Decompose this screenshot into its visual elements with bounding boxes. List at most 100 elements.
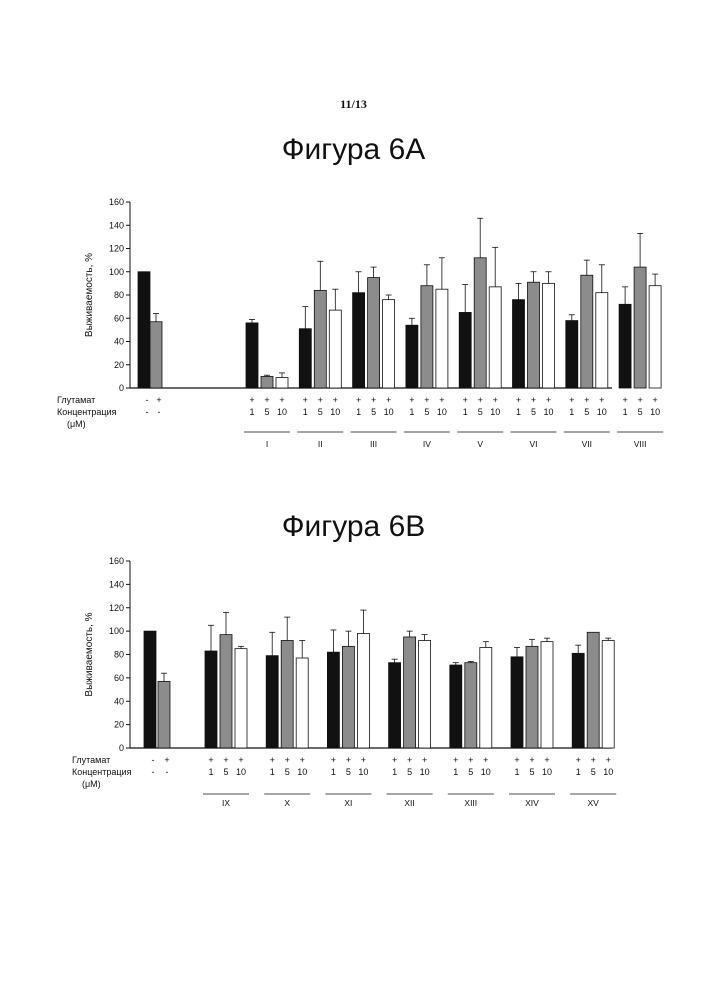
glutamate-sign: + [493, 395, 498, 405]
data-bar [435, 288, 449, 389]
concentration-value: 5 [591, 767, 596, 777]
y-tick-label: 100 [109, 626, 124, 636]
data-bar [341, 645, 355, 749]
y-tick-label: 40 [114, 696, 124, 706]
data-bar [633, 266, 647, 389]
data-bar [260, 375, 274, 389]
concentration-value: 5 [264, 407, 269, 417]
glutamate-sign: + [584, 395, 589, 405]
data-bar [510, 656, 524, 749]
data-bar [473, 257, 487, 389]
glutamate-sign: + [516, 395, 521, 405]
data-bar [403, 636, 417, 749]
concentration-sign: - [146, 407, 149, 417]
glutamate-sign: + [483, 755, 488, 765]
concentration-value: 5 [529, 767, 534, 777]
glutamate-sign: + [249, 395, 254, 405]
concentration-value: 5 [407, 767, 412, 777]
glutamate-sign: + [331, 755, 336, 765]
concentration-value: 1 [623, 407, 628, 417]
y-tick-label: 60 [114, 313, 124, 323]
glutamate-sign: + [576, 755, 581, 765]
glutamate-sign: + [270, 755, 275, 765]
y-tick-label: 80 [114, 290, 124, 300]
concentration-value: 5 [318, 407, 323, 417]
row-label-glutamate: Глутамат [72, 755, 110, 765]
group-label: XIII [464, 798, 477, 808]
y-tick-label: 40 [114, 337, 124, 347]
glutamate-sign: + [318, 395, 323, 405]
glutamate-sign: - [152, 755, 155, 765]
data-bar [464, 662, 478, 749]
concentration-value: 5 [285, 767, 290, 777]
glutamate-sign: + [422, 755, 427, 765]
data-bar [458, 312, 472, 389]
y-tick-label: 80 [114, 650, 124, 660]
concentration-value: 10 [543, 407, 553, 417]
glutamate-sign: + [606, 755, 611, 765]
glutamate-sign: + [356, 395, 361, 405]
concentration-sign: - [158, 407, 161, 417]
data-bar [280, 640, 294, 749]
glutamate-sign: + [238, 755, 243, 765]
glutamate-sign: - [146, 395, 149, 405]
glutamate-sign: + [599, 395, 604, 405]
y-tick-label: 160 [109, 197, 124, 207]
concentration-value: 5 [584, 407, 589, 417]
group-label: VIII [634, 439, 647, 449]
data-bar [219, 634, 233, 749]
data-bar [328, 309, 342, 389]
concentration-value: 5 [371, 407, 376, 417]
y-tick-label: 0 [119, 383, 124, 393]
glutamate-sign: + [591, 755, 596, 765]
concentration-value: 10 [384, 407, 394, 417]
concentration-value: 1 [514, 767, 519, 777]
concentration-value: 5 [223, 767, 228, 777]
glutamate-sign: + [156, 395, 161, 405]
concentration-value: 10 [277, 407, 287, 417]
control-bar [143, 630, 157, 749]
concentration-value: 1 [208, 767, 213, 777]
data-bar [449, 664, 463, 749]
glutamate-sign: + [208, 755, 213, 765]
concentration-value: 1 [516, 407, 521, 417]
data-bar [488, 286, 502, 389]
data-bar [420, 285, 434, 389]
concentration-value: 1 [409, 407, 414, 417]
glutamate-sign: + [531, 395, 536, 405]
concentration-value: 10 [297, 767, 307, 777]
concentration-value: 1 [303, 407, 308, 417]
glutamate-sign: + [371, 395, 376, 405]
concentration-value: 1 [392, 767, 397, 777]
concentration-value: 1 [249, 407, 254, 417]
concentration-value: 1 [463, 407, 468, 417]
y-tick-label: 140 [109, 579, 124, 589]
concentration-value: 1 [453, 767, 458, 777]
glutamate-sign: + [285, 755, 290, 765]
glutamate-sign: + [478, 395, 483, 405]
group-label: IV [423, 439, 431, 449]
y-tick-label: 20 [114, 360, 124, 370]
row-label-concentration: Концентрация [72, 767, 132, 777]
y-tick-label: 160 [109, 556, 124, 566]
group-label: II [318, 439, 323, 449]
concentration-value: 1 [356, 407, 361, 417]
row-label-unit: (μM) [82, 779, 101, 789]
glutamate-sign: + [637, 395, 642, 405]
concentration-value: 10 [650, 407, 660, 417]
data-bar [367, 277, 381, 389]
data-bar [527, 281, 540, 389]
data-bar [648, 285, 662, 389]
concentration-value: 5 [478, 407, 483, 417]
data-bar [418, 640, 432, 749]
data-bar [618, 303, 632, 389]
concentration-value: 5 [468, 767, 473, 777]
chart-figure-6a: 0 20 40 60 80 100 120 140 160 Выживаемость, % Глут… [57, 197, 664, 449]
data-bar [571, 652, 585, 749]
concentration-value: 10 [236, 767, 246, 777]
data-bar [298, 328, 312, 389]
page-number: 11/13 [340, 97, 367, 111]
glutamate-sign: + [453, 755, 458, 765]
y-tick-label: 0 [119, 743, 124, 753]
glutamate-sign: + [652, 395, 657, 405]
